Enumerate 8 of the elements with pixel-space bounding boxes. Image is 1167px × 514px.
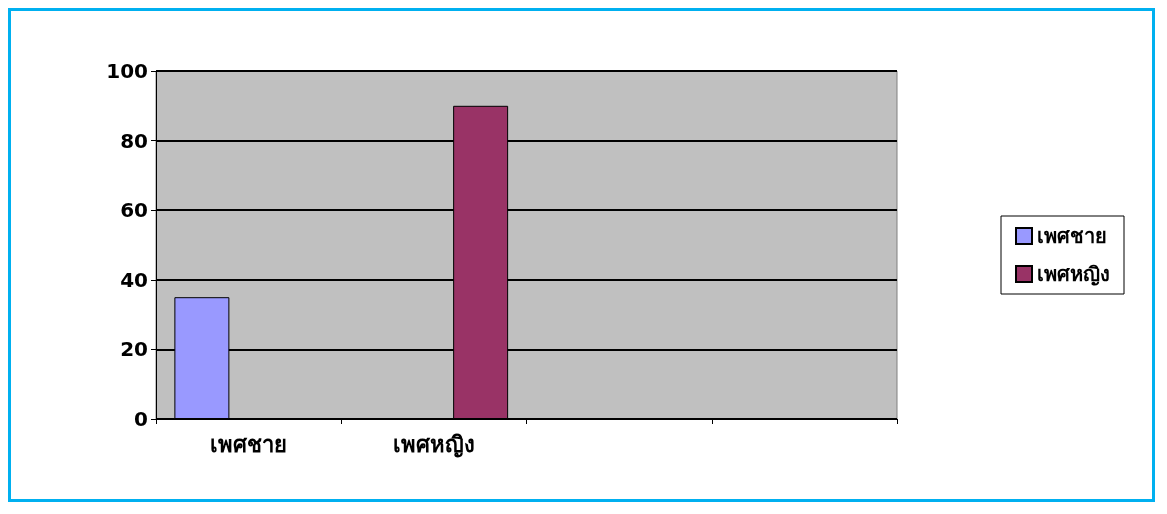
y-tick-label: 0 [134,407,148,431]
y-tick-label: 80 [120,128,148,153]
y-tick-label: 40 [120,267,148,292]
y-tick-label: 60 [120,198,148,223]
legend-label: เพศชาย [1037,224,1107,248]
legend-label: เพศหญิง [1037,262,1110,286]
y-tick-label: 20 [120,337,148,362]
y-tick-label: 100 [106,59,148,83]
